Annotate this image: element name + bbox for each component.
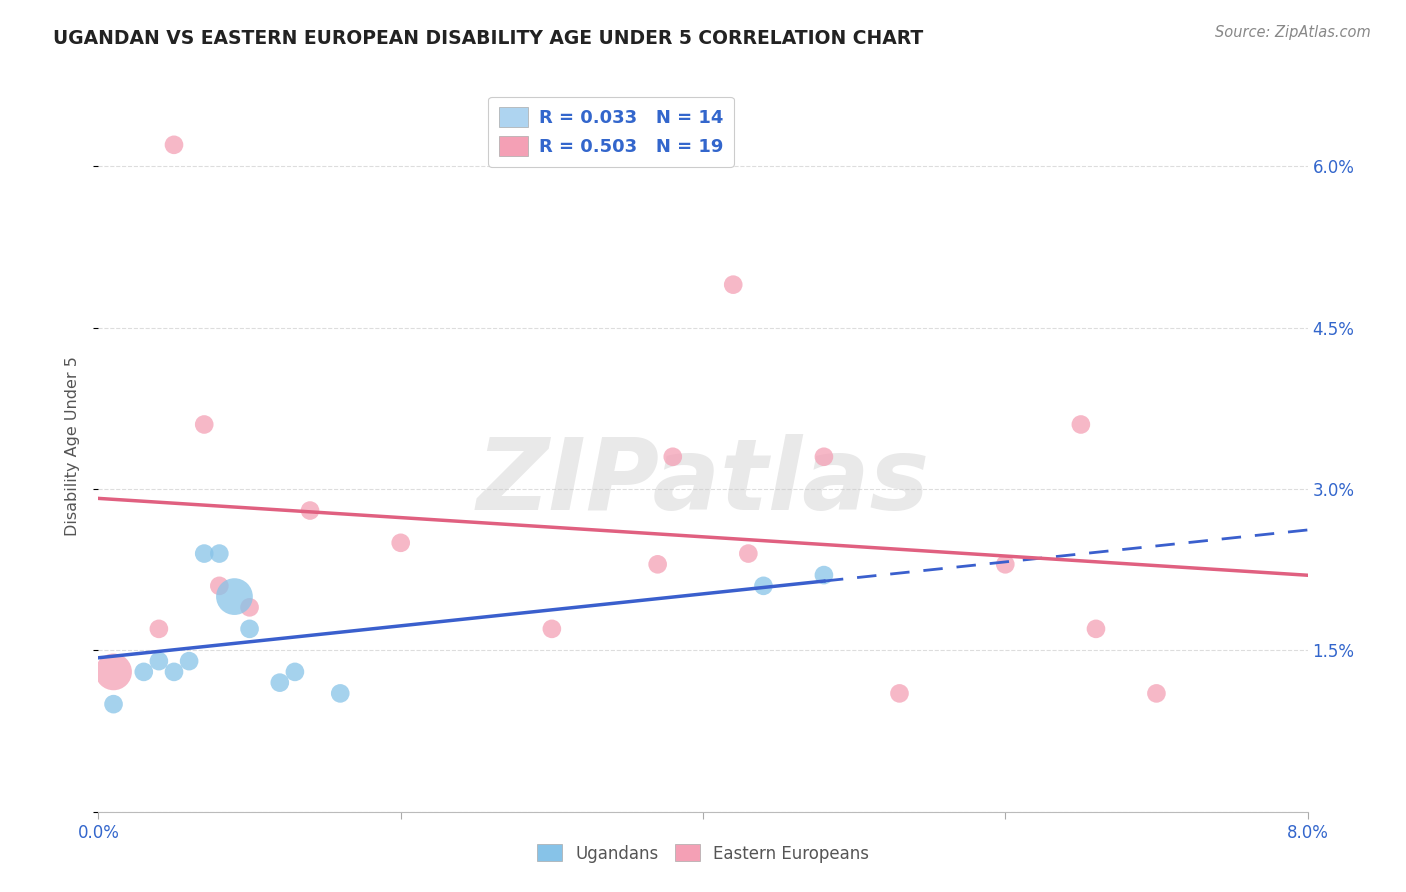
Point xyxy=(1146,686,1168,700)
Point xyxy=(239,600,262,615)
Point xyxy=(994,558,1017,572)
Point xyxy=(813,568,835,582)
Point xyxy=(1085,622,1108,636)
Text: ZIPatlas: ZIPatlas xyxy=(477,434,929,531)
Point xyxy=(163,665,186,679)
Point xyxy=(132,665,155,679)
Point xyxy=(269,675,291,690)
Point xyxy=(103,665,125,679)
Point xyxy=(179,654,201,668)
Text: UGANDAN VS EASTERN EUROPEAN DISABILITY AGE UNDER 5 CORRELATION CHART: UGANDAN VS EASTERN EUROPEAN DISABILITY A… xyxy=(53,29,924,47)
Point xyxy=(284,665,307,679)
Point xyxy=(389,536,412,550)
Point xyxy=(148,622,170,636)
Point xyxy=(239,622,262,636)
Point xyxy=(148,654,170,668)
Point xyxy=(193,547,215,561)
Point xyxy=(193,417,215,432)
Point xyxy=(208,547,231,561)
Point xyxy=(329,686,352,700)
Point xyxy=(813,450,835,464)
Point xyxy=(737,547,759,561)
Point xyxy=(647,558,669,572)
Point xyxy=(299,503,322,517)
Point xyxy=(889,686,911,700)
Point xyxy=(661,450,683,464)
Point xyxy=(540,622,562,636)
Y-axis label: Disability Age Under 5: Disability Age Under 5 xyxy=(65,356,80,536)
Point xyxy=(103,697,125,711)
Point xyxy=(224,590,246,604)
Legend: Ugandans, Eastern Europeans: Ugandans, Eastern Europeans xyxy=(530,838,876,869)
Point xyxy=(723,277,745,292)
Point xyxy=(1070,417,1092,432)
Point xyxy=(163,137,186,152)
Point xyxy=(208,579,231,593)
Point xyxy=(752,579,775,593)
Text: Source: ZipAtlas.com: Source: ZipAtlas.com xyxy=(1215,25,1371,40)
